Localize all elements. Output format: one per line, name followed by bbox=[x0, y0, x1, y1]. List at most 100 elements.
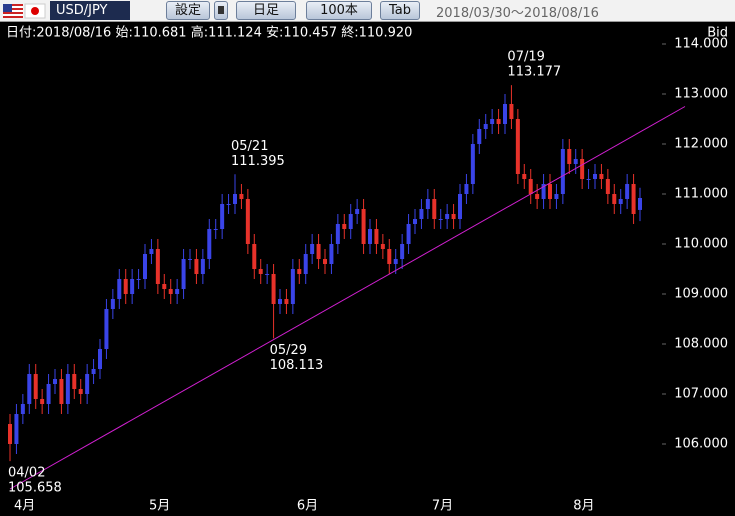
y-tick-label: 111.000 bbox=[674, 187, 728, 202]
candle-body bbox=[400, 244, 405, 259]
candle-body bbox=[419, 209, 424, 219]
y-tick-label: 110.000 bbox=[674, 237, 728, 252]
candle-body bbox=[14, 414, 19, 444]
flags bbox=[3, 3, 46, 19]
tab-button[interactable]: Tab bbox=[380, 1, 420, 20]
annotation-value: 108.113 bbox=[270, 358, 324, 373]
candle-body bbox=[348, 214, 353, 229]
candle-body bbox=[483, 124, 488, 129]
candle-body bbox=[445, 214, 450, 219]
candle-body bbox=[393, 259, 398, 264]
candle-body bbox=[509, 104, 514, 119]
candle-body bbox=[117, 279, 122, 299]
candle-body bbox=[72, 374, 77, 389]
candle-body bbox=[548, 184, 552, 199]
candle-body bbox=[226, 204, 231, 205]
y-tick-label: 106.000 bbox=[674, 437, 728, 452]
candle-body bbox=[406, 224, 411, 244]
toolbar: USD/JPY 設定 日足 100本 Tab 2018/03/30～2018/0… bbox=[0, 0, 735, 22]
candle-body bbox=[470, 144, 475, 184]
candle-body bbox=[85, 374, 90, 394]
candle-body bbox=[573, 159, 578, 164]
candle-body bbox=[110, 299, 115, 309]
y-tick-label: 107.000 bbox=[674, 387, 728, 402]
currency-pair[interactable]: USD/JPY bbox=[50, 1, 130, 20]
candle-body bbox=[593, 174, 597, 179]
candle-body bbox=[560, 149, 565, 194]
x-tick-label: 4月 bbox=[14, 499, 35, 514]
x-tick-label: 8月 bbox=[573, 499, 594, 514]
candle-body bbox=[618, 199, 623, 204]
y-tick-label: 109.000 bbox=[674, 287, 728, 302]
candle-body bbox=[567, 149, 572, 164]
annotation-value: 111.395 bbox=[231, 154, 285, 169]
candle-body bbox=[387, 249, 392, 264]
period-button[interactable]: 日足 bbox=[236, 1, 296, 20]
candle-body bbox=[258, 269, 263, 274]
candle-body bbox=[297, 269, 302, 274]
candle-body bbox=[123, 279, 128, 294]
axis-label: Bid bbox=[707, 26, 728, 41]
candle-body bbox=[425, 199, 430, 209]
candle-body bbox=[200, 259, 205, 274]
candle-body bbox=[104, 309, 109, 349]
candle-body bbox=[605, 179, 610, 194]
dropdown-button[interactable] bbox=[214, 1, 228, 20]
candle-body bbox=[213, 229, 218, 230]
candle-body bbox=[490, 119, 495, 124]
x-tick-label: 7月 bbox=[432, 499, 453, 514]
candle-body bbox=[355, 209, 360, 214]
candle-body bbox=[477, 129, 482, 144]
jp-sun bbox=[31, 7, 39, 15]
candle-body bbox=[323, 259, 327, 264]
x-tick-label: 5月 bbox=[149, 499, 170, 514]
candle-body bbox=[464, 184, 469, 194]
candle-body bbox=[220, 204, 225, 229]
y-tick-label: 114.000 bbox=[674, 37, 728, 52]
annotation-value: 113.177 bbox=[507, 65, 561, 80]
candle-body bbox=[361, 209, 366, 244]
candle-body bbox=[252, 244, 257, 269]
candle-body bbox=[130, 279, 135, 294]
annotation-date: 07/19 bbox=[507, 50, 544, 65]
candle-body bbox=[554, 194, 559, 199]
candle-body bbox=[207, 229, 212, 259]
candle-body bbox=[503, 104, 507, 124]
candle-body bbox=[181, 259, 186, 289]
annotation-value: 105.658 bbox=[8, 481, 62, 496]
annotation-date: 05/29 bbox=[270, 343, 307, 358]
count-button[interactable]: 100本 bbox=[306, 1, 372, 20]
candle-body bbox=[290, 269, 295, 304]
candle-body bbox=[335, 224, 340, 244]
candle-body bbox=[233, 194, 237, 204]
annotation-date: 05/21 bbox=[231, 139, 268, 154]
candle-body bbox=[194, 259, 199, 274]
candle-body bbox=[271, 274, 276, 304]
candle-body bbox=[438, 219, 443, 220]
candle-body bbox=[46, 384, 51, 404]
candle-body bbox=[580, 159, 585, 179]
x-tick-label: 6月 bbox=[297, 499, 318, 514]
candle-body bbox=[175, 289, 180, 294]
candle-body bbox=[586, 179, 591, 180]
candle-body bbox=[496, 119, 501, 124]
candle-body bbox=[451, 214, 456, 219]
candle-body bbox=[638, 198, 642, 210]
candle-body bbox=[98, 349, 102, 369]
candle-body bbox=[168, 289, 173, 294]
settings-button[interactable]: 設定 bbox=[166, 1, 210, 20]
candle-body bbox=[27, 374, 32, 404]
candle-body bbox=[316, 244, 321, 259]
candle-body bbox=[458, 194, 462, 219]
candle-body bbox=[278, 299, 282, 304]
candle-body bbox=[535, 194, 540, 199]
candle-body bbox=[20, 404, 25, 414]
candle-body bbox=[78, 389, 83, 394]
candle-body bbox=[245, 199, 250, 244]
candle-body bbox=[413, 219, 417, 224]
candle-body bbox=[8, 424, 12, 444]
candle-body bbox=[162, 284, 167, 289]
trend-line bbox=[9, 106, 686, 490]
candle-body bbox=[239, 194, 244, 199]
